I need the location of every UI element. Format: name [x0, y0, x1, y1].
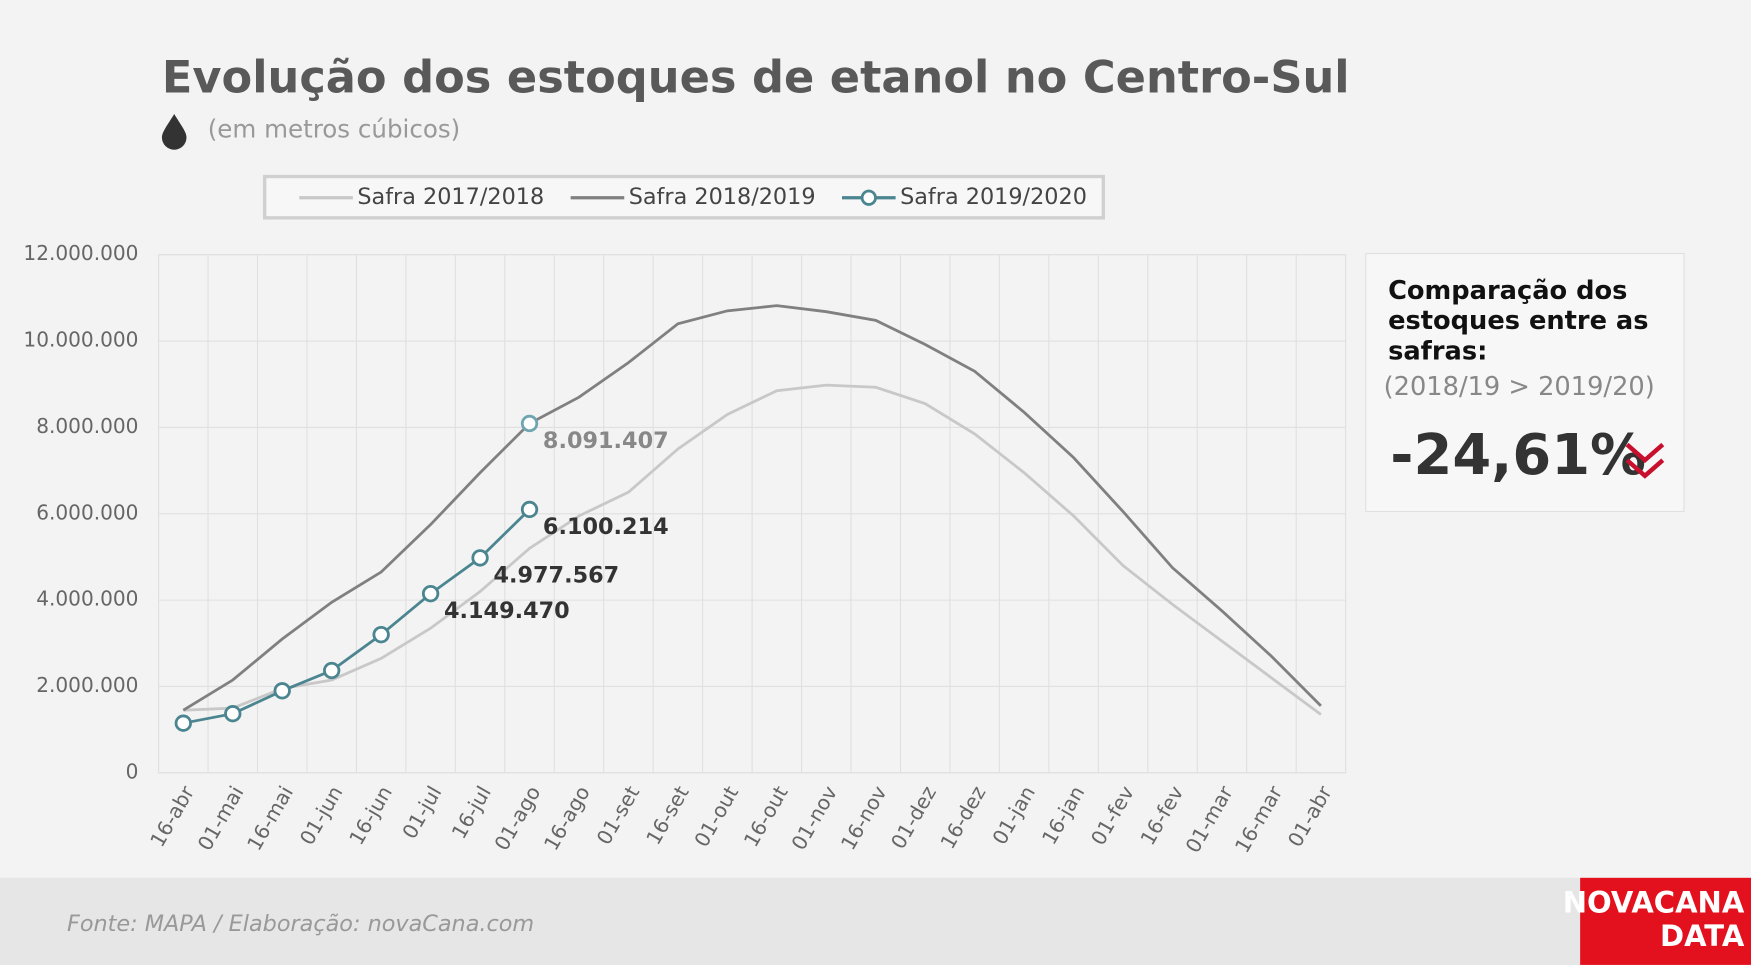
- y-tick-label: 8.000.000: [36, 414, 138, 438]
- chart-subtitle: (em metros cúbicos): [208, 115, 461, 144]
- source: Fonte: MAPA / Elaboração: novaCana.com: [67, 911, 534, 937]
- marker: [520, 500, 539, 519]
- panel-title: safras:: [1388, 336, 1487, 366]
- marker: [273, 682, 291, 700]
- legend-label: Safra 2019/2020: [900, 184, 1087, 210]
- panel-title: estoques entre as: [1388, 306, 1648, 336]
- legend-marker: [860, 189, 877, 206]
- chart-title: Evolução dos estoques de etanol no Centr…: [162, 51, 1350, 103]
- marker: [174, 714, 192, 732]
- data-label: 4.149.470: [444, 598, 570, 624]
- panel-subtitle: (2018/19 > 2019/20): [1384, 372, 1655, 402]
- panel: [1365, 253, 1685, 513]
- logo-text: DATA: [1660, 919, 1745, 953]
- legend-label: Safra 2017/2018: [357, 184, 544, 210]
- down-icon: [1625, 442, 1665, 479]
- footer: [0, 877, 1751, 965]
- y-tick-label: 4.000.000: [36, 587, 138, 611]
- marker: [520, 414, 539, 433]
- legend: [262, 174, 1105, 220]
- y-tick-label: 12.000.000: [23, 241, 138, 265]
- drop-icon: [161, 113, 187, 150]
- y-tick-label: 10.000.000: [23, 328, 138, 352]
- series-line: [183, 508, 531, 725]
- panel-title: Comparação dos: [1388, 276, 1627, 306]
- panel-value: -24,61%: [1390, 423, 1646, 488]
- series-line: [182, 304, 1322, 712]
- data-label: 8.091.407: [543, 428, 669, 454]
- legend-label: Safra 2018/2019: [629, 184, 816, 210]
- logo: [1580, 877, 1751, 965]
- y-tick-label: 0: [126, 759, 139, 783]
- series-line: [183, 383, 1322, 716]
- marker: [224, 705, 242, 723]
- y-tick-label: 2.000.000: [36, 673, 138, 697]
- marker: [421, 585, 440, 603]
- data-label: 4.977.567: [493, 562, 619, 588]
- logo-text: NOVACANA: [1563, 886, 1745, 920]
- data-label: 6.100.214: [543, 514, 669, 540]
- marker: [372, 626, 390, 644]
- marker: [471, 549, 489, 567]
- y-tick-label: 6.000.000: [36, 500, 138, 524]
- marker: [323, 661, 341, 680]
